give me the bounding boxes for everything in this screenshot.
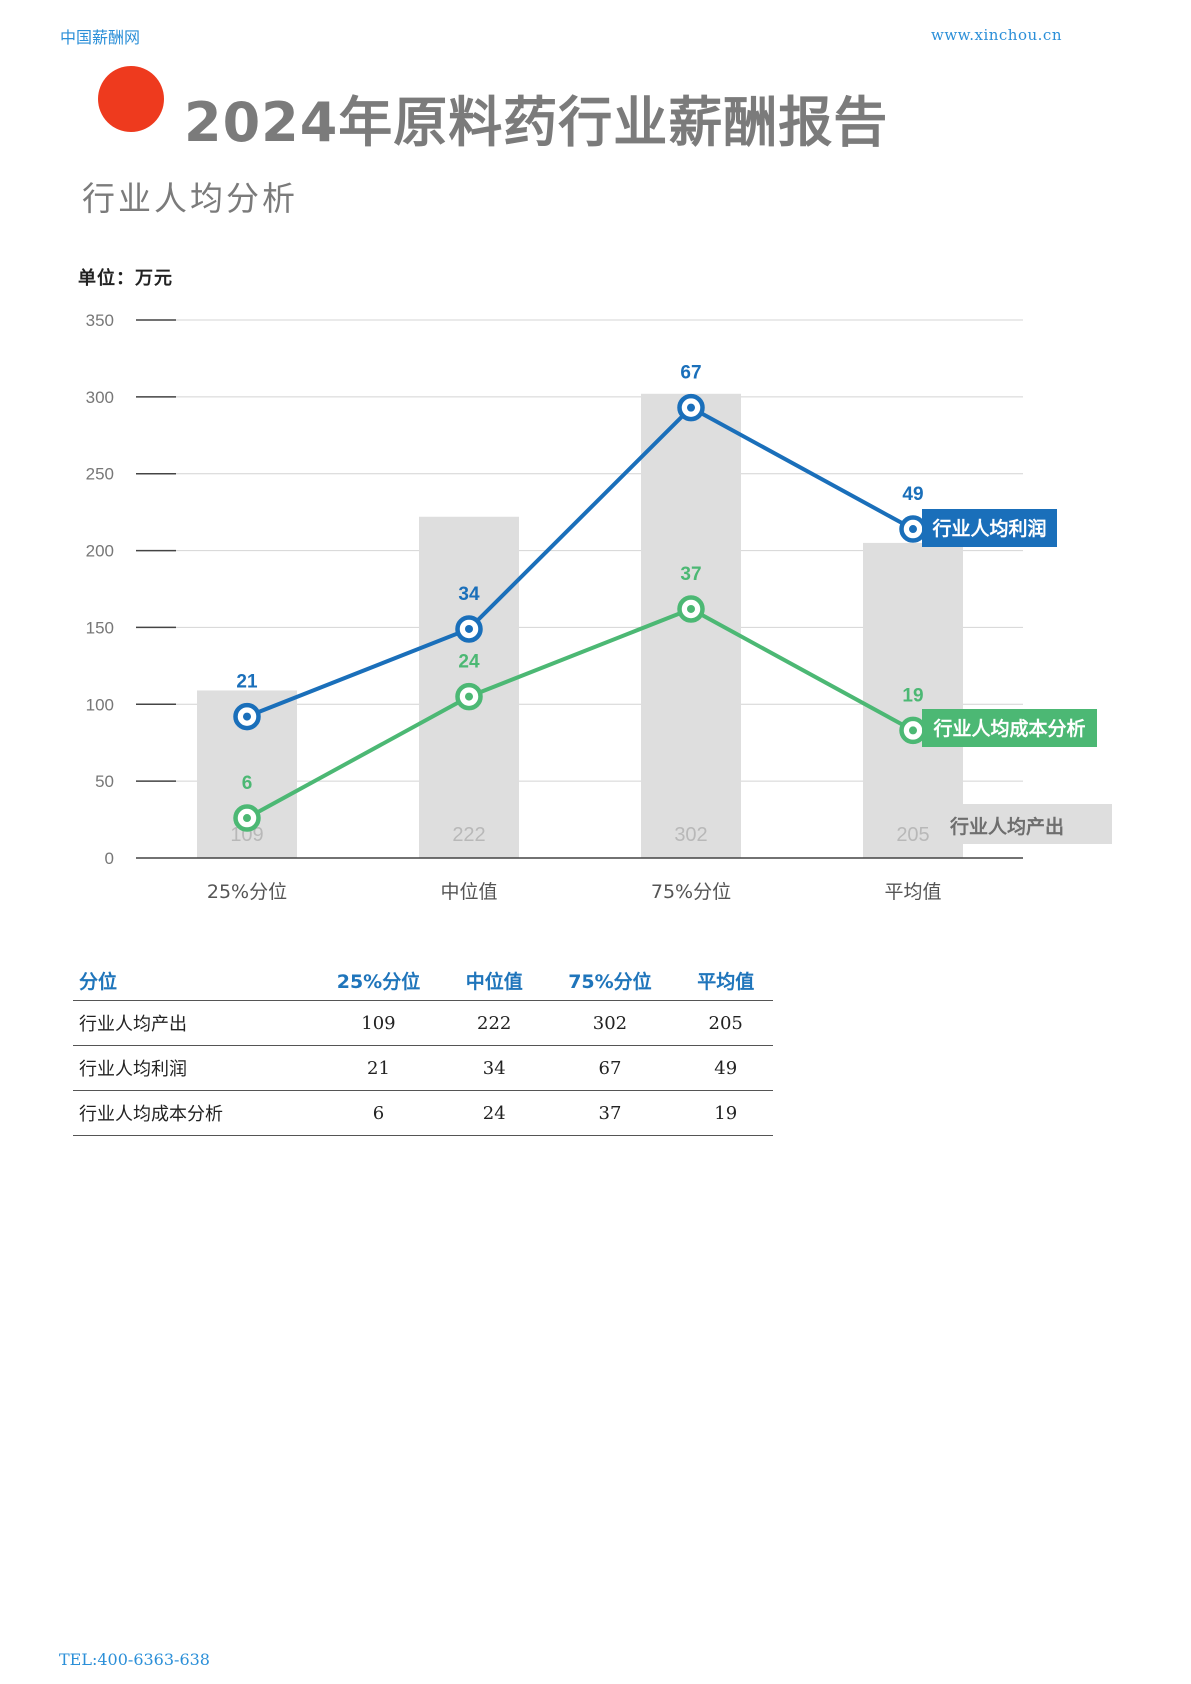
page-title: 2024年原料药行业薪酬报告 <box>184 91 889 154</box>
table-row: 行业人均成本分析 6 24 37 19 <box>73 1090 773 1136</box>
combo-chart: 0 50 100 150 200 250 300 350 109 222 302 205 25%分位 中位… <box>86 311 1112 903</box>
site-url[interactable]: www.xinchou.cn <box>930 26 1062 44</box>
series-value-label: 67 <box>680 363 701 384</box>
table-cell: 21 <box>310 1045 447 1091</box>
series-value-label: 6 <box>242 773 253 794</box>
series-point-center <box>243 712 251 721</box>
series-point-center <box>465 692 473 701</box>
series-label: 行业人均利润 <box>931 517 1046 540</box>
series-point-center <box>687 604 695 613</box>
table-header: 平均值 <box>678 960 773 1001</box>
table-cell: 67 <box>541 1045 679 1091</box>
series-value-label: 37 <box>680 564 701 585</box>
y-tick-label: 100 <box>86 695 114 714</box>
table-header: 25%分位 <box>310 960 447 1001</box>
site-name: 中国薪酬网 <box>60 28 141 47</box>
series-label-box <box>922 509 1057 547</box>
table-row: 行业人均产出 109 222 302 205 <box>73 1000 773 1046</box>
bar-value-label: 205 <box>896 824 929 846</box>
x-tick-label: 25%分位 <box>207 881 287 903</box>
series-value-label: 24 <box>458 652 480 673</box>
y-tick-label: 250 <box>86 465 114 484</box>
bar-series-label: 行业人均产出 <box>949 815 1064 838</box>
x-tick-label: 中位值 <box>440 881 497 903</box>
table-header: 75%分位 <box>541 960 679 1001</box>
series-point-center <box>909 726 917 735</box>
table-cell: 205 <box>678 1000 773 1046</box>
unit-label: 单位：万元 <box>78 268 173 289</box>
x-tick-label: 75%分位 <box>651 881 731 903</box>
series-point-center <box>465 624 473 633</box>
table-row: 行业人均利润 21 34 67 49 <box>73 1045 773 1091</box>
table-cell: 19 <box>678 1090 773 1136</box>
table-cell: 6 <box>310 1090 447 1136</box>
y-tick-label: 150 <box>86 618 114 637</box>
series-line <box>246 405 914 719</box>
table-cell: 222 <box>446 1000 542 1046</box>
table-cell: 302 <box>541 1000 679 1046</box>
bar <box>863 542 963 858</box>
y-tick-label: 350 <box>86 311 114 330</box>
bar-value-label: 302 <box>674 824 707 846</box>
section-subtitle: 行业人均分析 <box>82 179 298 218</box>
footer-phone: TEL:400-6363-638 <box>59 1650 210 1669</box>
series-label-box <box>922 709 1097 747</box>
y-tick-label: 300 <box>86 388 114 407</box>
series-value-label: 21 <box>236 672 258 693</box>
table-cell: 49 <box>678 1045 773 1091</box>
series-label: 行业人均成本分析 <box>932 717 1085 740</box>
table-cell: 34 <box>446 1045 542 1091</box>
bar-series-label-box <box>962 804 1112 844</box>
table-cell: 行业人均产出 <box>73 1000 310 1046</box>
table-cell: 行业人均利润 <box>73 1045 310 1091</box>
bar-value-label: 109 <box>230 824 263 846</box>
series-point-center <box>243 814 251 823</box>
table-header: 中位值 <box>446 960 542 1001</box>
bar-value-label: 222 <box>452 824 485 846</box>
series-value-label: 49 <box>902 484 923 505</box>
table-cell: 109 <box>310 1000 447 1046</box>
table-cell: 37 <box>541 1090 679 1136</box>
x-tick-label: 平均值 <box>884 881 941 903</box>
table-cell: 24 <box>446 1090 542 1136</box>
series-line <box>246 606 914 820</box>
title-bullet-icon <box>98 66 164 132</box>
y-tick-label: 200 <box>86 542 114 561</box>
table-header: 分位 <box>73 960 310 1001</box>
y-tick-label: 50 <box>95 772 114 791</box>
data-table: 分位 25%分位 中位值 75%分位 平均值 行业人均产出 109 222 30… <box>73 960 773 1136</box>
table-header-row: 分位 25%分位 中位值 75%分位 平均值 <box>73 960 773 1001</box>
table-cell: 行业人均成本分析 <box>73 1090 310 1136</box>
y-tick-label: 0 <box>105 849 114 868</box>
series-point-center <box>687 403 695 412</box>
series-point-center <box>909 525 917 534</box>
series-value-label: 34 <box>458 584 480 605</box>
series-value-label: 19 <box>902 685 923 706</box>
